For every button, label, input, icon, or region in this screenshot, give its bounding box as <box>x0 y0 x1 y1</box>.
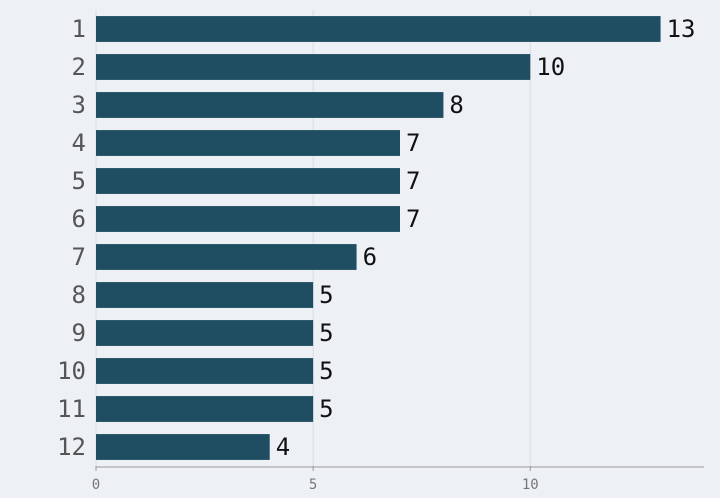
value-label: 8 <box>449 91 463 119</box>
y-tick-label: 11 <box>57 395 86 423</box>
value-label: 7 <box>406 167 420 195</box>
value-label: 5 <box>319 319 333 347</box>
value-label: 10 <box>536 53 565 81</box>
x-tick-label: 0 <box>92 477 100 493</box>
y-tick-label: 10 <box>57 357 86 385</box>
bar <box>96 396 314 422</box>
bar <box>96 168 400 194</box>
value-label: 7 <box>406 205 420 233</box>
y-tick-label: 2 <box>72 53 86 81</box>
y-tick-label: 9 <box>72 319 86 347</box>
value-label: 6 <box>363 243 377 271</box>
y-tick-label: 12 <box>57 433 86 461</box>
y-tick-label: 4 <box>72 129 86 157</box>
bar <box>96 434 270 460</box>
bar <box>96 282 314 308</box>
bar <box>96 358 314 384</box>
bar <box>96 244 357 270</box>
bar <box>96 92 444 118</box>
bar <box>96 130 400 156</box>
bar <box>96 16 661 42</box>
value-label: 4 <box>276 433 290 461</box>
y-tick-label: 8 <box>72 281 86 309</box>
value-label: 5 <box>319 357 333 385</box>
y-tick-label: 5 <box>72 167 86 195</box>
y-tick-label: 1 <box>72 15 86 43</box>
value-label: 13 <box>667 15 696 43</box>
value-label: 5 <box>319 281 333 309</box>
y-tick-label: 6 <box>72 205 86 233</box>
value-label: 5 <box>319 395 333 423</box>
y-tick-label: 7 <box>72 243 86 271</box>
value-label: 7 <box>406 129 420 157</box>
x-tick-label: 10 <box>522 477 539 493</box>
bar <box>96 54 531 80</box>
x-tick-label: 5 <box>309 477 317 493</box>
bar <box>96 320 314 346</box>
y-tick-label: 3 <box>72 91 86 119</box>
bar <box>96 206 400 232</box>
